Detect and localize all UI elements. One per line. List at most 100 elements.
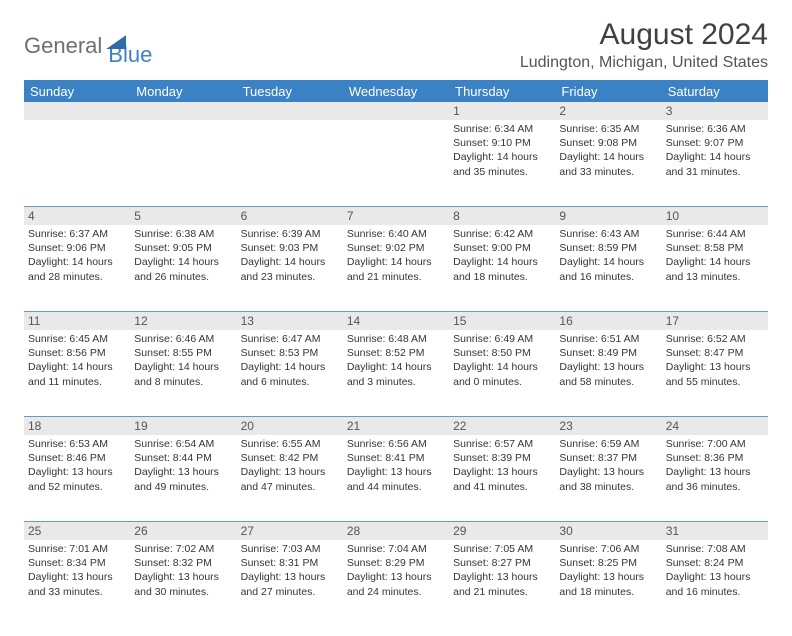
- daylight-line: Daylight: 14 hours and 33 minutes.: [559, 150, 657, 178]
- day-cell: Sunrise: 7:05 AMSunset: 8:27 PMDaylight:…: [449, 540, 555, 626]
- day-number: 10: [662, 207, 768, 225]
- sunrise-line: Sunrise: 6:38 AM: [134, 227, 232, 241]
- daylight-line: Daylight: 14 hours and 3 minutes.: [347, 360, 445, 388]
- daylight-line: Daylight: 14 hours and 31 minutes.: [666, 150, 764, 178]
- day-cell: Sunrise: 6:59 AMSunset: 8:37 PMDaylight:…: [555, 435, 661, 521]
- sunrise-line: Sunrise: 6:45 AM: [28, 332, 126, 346]
- sunrise-line: Sunrise: 6:51 AM: [559, 332, 657, 346]
- day-cell: Sunrise: 6:34 AMSunset: 9:10 PMDaylight:…: [449, 120, 555, 206]
- day-cell: Sunrise: 7:01 AMSunset: 8:34 PMDaylight:…: [24, 540, 130, 626]
- daylight-line: Daylight: 13 hours and 47 minutes.: [241, 465, 339, 493]
- day-cell: Sunrise: 6:45 AMSunset: 8:56 PMDaylight:…: [24, 330, 130, 416]
- sunset-line: Sunset: 8:42 PM: [241, 451, 339, 465]
- day-cell: Sunrise: 6:53 AMSunset: 8:46 PMDaylight:…: [24, 435, 130, 521]
- sunrise-line: Sunrise: 6:47 AM: [241, 332, 339, 346]
- day-cell: Sunrise: 6:36 AMSunset: 9:07 PMDaylight:…: [662, 120, 768, 206]
- calendar: Sunday Monday Tuesday Wednesday Thursday…: [24, 80, 768, 626]
- day-number: 15: [449, 312, 555, 330]
- day-number: 5: [130, 207, 236, 225]
- sunset-line: Sunset: 8:53 PM: [241, 346, 339, 360]
- daylight-line: Daylight: 14 hours and 16 minutes.: [559, 255, 657, 283]
- day-cell: Sunrise: 6:43 AMSunset: 8:59 PMDaylight:…: [555, 225, 661, 311]
- day-cell: Sunrise: 6:46 AMSunset: 8:55 PMDaylight:…: [130, 330, 236, 416]
- sunset-line: Sunset: 9:07 PM: [666, 136, 764, 150]
- sunrise-line: Sunrise: 6:56 AM: [347, 437, 445, 451]
- daynum-row: 45678910: [24, 207, 768, 225]
- daylight-line: Daylight: 13 hours and 27 minutes.: [241, 570, 339, 598]
- day-cell: Sunrise: 7:06 AMSunset: 8:25 PMDaylight:…: [555, 540, 661, 626]
- day-cell: Sunrise: 6:48 AMSunset: 8:52 PMDaylight:…: [343, 330, 449, 416]
- col-wednesday: Wednesday: [343, 84, 449, 99]
- day-number: [24, 102, 130, 120]
- sunrise-line: Sunrise: 6:52 AM: [666, 332, 764, 346]
- sunset-line: Sunset: 8:37 PM: [559, 451, 657, 465]
- daylight-line: Daylight: 13 hours and 52 minutes.: [28, 465, 126, 493]
- sunset-line: Sunset: 8:39 PM: [453, 451, 551, 465]
- sunset-line: Sunset: 8:49 PM: [559, 346, 657, 360]
- daylight-line: Daylight: 13 hours and 44 minutes.: [347, 465, 445, 493]
- sunrise-line: Sunrise: 6:44 AM: [666, 227, 764, 241]
- sunset-line: Sunset: 8:29 PM: [347, 556, 445, 570]
- week-row: Sunrise: 7:01 AMSunset: 8:34 PMDaylight:…: [24, 540, 768, 626]
- week-row: Sunrise: 6:37 AMSunset: 9:06 PMDaylight:…: [24, 225, 768, 311]
- sunrise-line: Sunrise: 6:59 AM: [559, 437, 657, 451]
- day-number: 28: [343, 522, 449, 540]
- daylight-line: Daylight: 13 hours and 41 minutes.: [453, 465, 551, 493]
- day-number: 27: [237, 522, 343, 540]
- daylight-line: Daylight: 13 hours and 33 minutes.: [28, 570, 126, 598]
- col-thursday: Thursday: [449, 84, 555, 99]
- day-cell: Sunrise: 6:56 AMSunset: 8:41 PMDaylight:…: [343, 435, 449, 521]
- sunset-line: Sunset: 8:36 PM: [666, 451, 764, 465]
- sunset-line: Sunset: 8:55 PM: [134, 346, 232, 360]
- sunset-line: Sunset: 9:08 PM: [559, 136, 657, 150]
- day-cell: Sunrise: 6:49 AMSunset: 8:50 PMDaylight:…: [449, 330, 555, 416]
- sunset-line: Sunset: 8:47 PM: [666, 346, 764, 360]
- day-number: [343, 102, 449, 120]
- day-cell: Sunrise: 6:52 AMSunset: 8:47 PMDaylight:…: [662, 330, 768, 416]
- day-number: 19: [130, 417, 236, 435]
- day-number: 17: [662, 312, 768, 330]
- daylight-line: Daylight: 14 hours and 0 minutes.: [453, 360, 551, 388]
- sunrise-line: Sunrise: 7:01 AM: [28, 542, 126, 556]
- sunrise-line: Sunrise: 6:53 AM: [28, 437, 126, 451]
- sunrise-line: Sunrise: 6:49 AM: [453, 332, 551, 346]
- daylight-line: Daylight: 13 hours and 21 minutes.: [453, 570, 551, 598]
- sunrise-line: Sunrise: 6:48 AM: [347, 332, 445, 346]
- col-sunday: Sunday: [24, 84, 130, 99]
- sunset-line: Sunset: 8:50 PM: [453, 346, 551, 360]
- month-title: August 2024: [520, 18, 768, 52]
- day-number: 30: [555, 522, 661, 540]
- sunrise-line: Sunrise: 6:35 AM: [559, 122, 657, 136]
- day-number: 12: [130, 312, 236, 330]
- day-cell: Sunrise: 6:35 AMSunset: 9:08 PMDaylight:…: [555, 120, 661, 206]
- day-cell: Sunrise: 6:55 AMSunset: 8:42 PMDaylight:…: [237, 435, 343, 521]
- day-number: 23: [555, 417, 661, 435]
- daylight-line: Daylight: 13 hours and 24 minutes.: [347, 570, 445, 598]
- day-number: 18: [24, 417, 130, 435]
- daylight-line: Daylight: 14 hours and 28 minutes.: [28, 255, 126, 283]
- day-cell: Sunrise: 6:39 AMSunset: 9:03 PMDaylight:…: [237, 225, 343, 311]
- location-label: Ludington, Michigan, United States: [520, 54, 768, 72]
- day-cell: Sunrise: 6:42 AMSunset: 9:00 PMDaylight:…: [449, 225, 555, 311]
- sunrise-line: Sunrise: 6:55 AM: [241, 437, 339, 451]
- daylight-line: Daylight: 14 hours and 21 minutes.: [347, 255, 445, 283]
- week-row: Sunrise: 6:45 AMSunset: 8:56 PMDaylight:…: [24, 330, 768, 416]
- daylight-line: Daylight: 14 hours and 35 minutes.: [453, 150, 551, 178]
- daylight-line: Daylight: 14 hours and 11 minutes.: [28, 360, 126, 388]
- day-number: 11: [24, 312, 130, 330]
- day-number: 26: [130, 522, 236, 540]
- week-divider: [24, 311, 768, 312]
- sunset-line: Sunset: 9:10 PM: [453, 136, 551, 150]
- daynum-row: 11121314151617: [24, 312, 768, 330]
- col-friday: Friday: [555, 84, 661, 99]
- sunset-line: Sunset: 8:44 PM: [134, 451, 232, 465]
- daylight-line: Daylight: 14 hours and 18 minutes.: [453, 255, 551, 283]
- sunrise-line: Sunrise: 6:42 AM: [453, 227, 551, 241]
- sunset-line: Sunset: 8:31 PM: [241, 556, 339, 570]
- sunrise-line: Sunrise: 6:54 AM: [134, 437, 232, 451]
- day-number: 4: [24, 207, 130, 225]
- daylight-line: Daylight: 13 hours and 55 minutes.: [666, 360, 764, 388]
- day-cell: Sunrise: 6:57 AMSunset: 8:39 PMDaylight:…: [449, 435, 555, 521]
- day-cell: Sunrise: 7:00 AMSunset: 8:36 PMDaylight:…: [662, 435, 768, 521]
- day-cell: [130, 120, 236, 206]
